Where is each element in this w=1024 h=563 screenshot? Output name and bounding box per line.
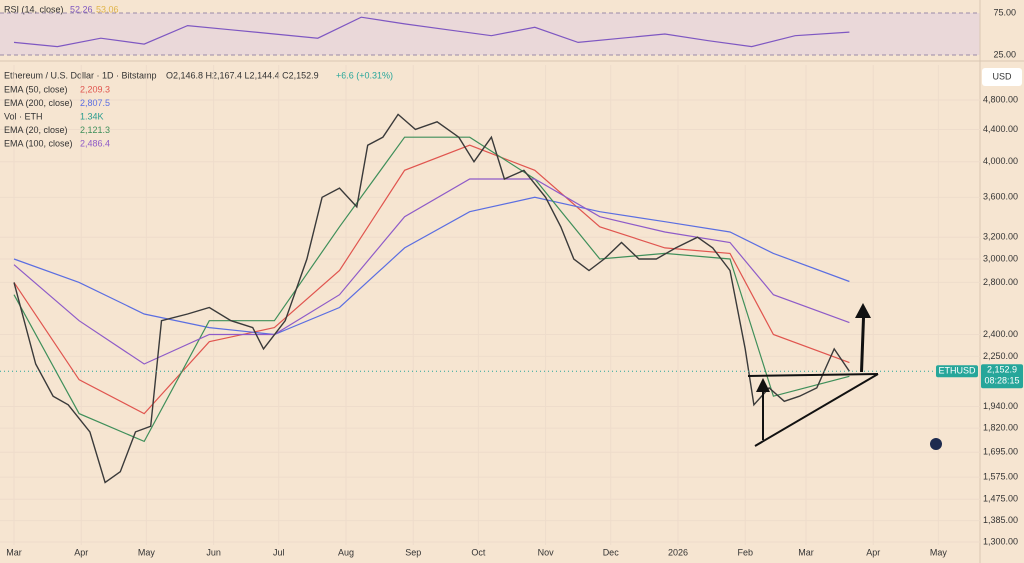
price: 2,152.9 (987, 365, 1017, 375)
y-tick-label: 1,695.00 (983, 447, 1018, 457)
line (13, 178, 850, 365)
legend-value: 2,121.3 (80, 125, 110, 135)
y-tick-label: 2,800.00 (983, 277, 1018, 287)
x-tick-label: May (930, 547, 948, 557)
y-tick-label: 3,000.00 (983, 253, 1018, 263)
y-tick-label: 1,475.00 (983, 494, 1018, 504)
symbol: ETHUSD (938, 366, 976, 376)
legend-name: Vol · ETH (4, 111, 43, 121)
symbol-tag (936, 365, 978, 378)
y-tick-label: 4,400.00 (983, 124, 1018, 134)
y-tick-label: 3,600.00 (983, 192, 1018, 202)
x-tick-label: Jun (206, 547, 221, 557)
rsi-band (0, 13, 980, 55)
y-tick-label: 1,300.00 (983, 536, 1018, 546)
legend-value: 1.34K (80, 111, 104, 121)
y-tick-label: 2,250.00 (983, 351, 1018, 361)
ohlc: O2,146.8 H2,167.4 L2,144.4 C2,152.9 (166, 70, 319, 80)
resistance-line (747, 373, 879, 377)
legend-name: EMA (200, close) (4, 98, 73, 108)
line (13, 196, 850, 336)
y-tick-label: 3,200.00 (983, 232, 1018, 242)
y-tick-label: 2,400.00 (983, 329, 1018, 339)
x-tick-label: Mar (6, 547, 22, 557)
icon[interactable] (930, 438, 942, 450)
x-tick-label: Jul (273, 547, 285, 557)
x-tick-label: 2026 (668, 547, 688, 557)
x-tick-label: Oct (471, 547, 486, 557)
countdown: 08:28:15 (984, 376, 1019, 386)
line (13, 136, 850, 443)
y-tick-label: 1,385.00 (983, 515, 1018, 525)
x-tick-label: Nov (538, 547, 555, 557)
y-tick-label: 4,000.00 (983, 156, 1018, 166)
line (13, 16, 850, 48)
y-tick-label: 1,940.00 (983, 401, 1018, 411)
line (13, 144, 850, 415)
y-tick-label: 1,575.00 (983, 471, 1018, 481)
legend-name: EMA (50, close) (4, 84, 68, 94)
currency-box[interactable] (982, 68, 1022, 86)
chart-title: Ethereum / U.S. Dollar · 1D · Bitstamp (4, 70, 157, 80)
legend-value: 2,807.5 (80, 98, 110, 108)
rsi-ma: 53.06 (96, 4, 119, 14)
legend-name: EMA (100, close) (4, 138, 73, 148)
x-tick-label: Aug (338, 547, 354, 557)
y-tick-label: 4,800.00 (983, 94, 1018, 104)
x-tick-label: Sep (405, 547, 421, 557)
x-tick-label: Feb (737, 547, 753, 557)
legend-value: 2,209.3 (80, 84, 110, 94)
line (13, 113, 850, 484)
currency[interactable]: USD (992, 71, 1012, 81)
rsi-tick-label: 75.00 (993, 7, 1016, 17)
arrow-up (855, 303, 871, 372)
rsi-value: 52.26 (70, 4, 93, 14)
x-tick-label: Apr (74, 547, 88, 557)
rsi-tick-label: 25.00 (993, 49, 1016, 59)
y-tick-label: 1,820.00 (983, 423, 1018, 433)
x-tick-label: Mar (798, 547, 814, 557)
arrow-up-small (756, 378, 770, 440)
x-tick-label: May (138, 547, 156, 557)
x-tick-label: Dec (603, 547, 620, 557)
support-line (754, 373, 879, 447)
legend-name: EMA (20, close) (4, 125, 68, 135)
price-tag (981, 364, 1023, 389)
change: +6.6 (+0.31%) (336, 70, 393, 80)
legend-value: 2,486.4 (80, 138, 110, 148)
x-tick-label: Apr (866, 547, 880, 557)
rsi-label: RSI (14, close) (4, 4, 64, 14)
